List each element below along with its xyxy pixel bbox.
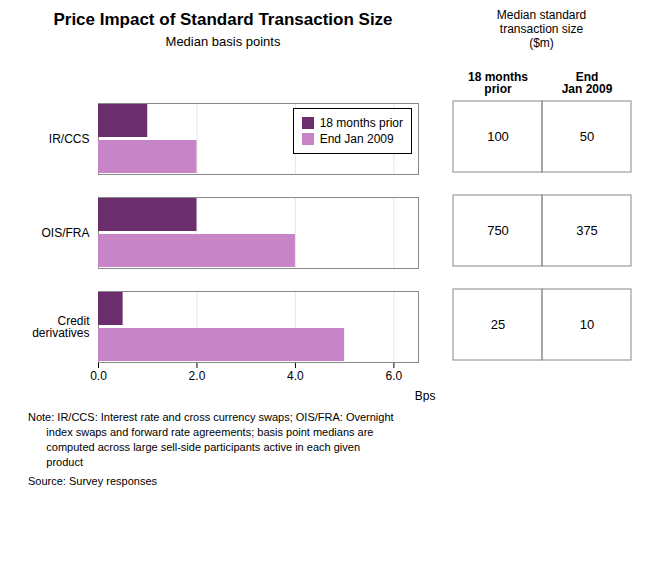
html-text:Price Impact of Standard Trans: Price Impact of Standard Transaction Siz… bbox=[53, 10, 393, 29]
svg-text:6.0: 6.0 bbox=[386, 369, 403, 383]
svg-text:IR/CCS: IR/CCS bbox=[49, 132, 90, 146]
svg-text:EndJan 2009: EndJan 2009 bbox=[562, 70, 613, 96]
svg-text:2.0: 2.0 bbox=[189, 369, 206, 383]
html-text:End Jan 2009: End Jan 2009 bbox=[319, 132, 394, 146]
svg-text:25: 25 bbox=[491, 317, 505, 332]
html-text:product: product bbox=[28, 456, 83, 468]
svg-text:4.0: 4.0 bbox=[287, 369, 304, 383]
html-text:index swaps and forward rate a: index swaps and forward rate agreements;… bbox=[28, 426, 374, 438]
html-text:computed across large sell-sid: computed across large sell-side particip… bbox=[28, 441, 360, 453]
svg-text:0.0: 0.0 bbox=[90, 369, 107, 383]
svg-text:50: 50 bbox=[580, 129, 594, 144]
html-text:Median standard transaction si: Median standard transaction size ($m) bbox=[496, 8, 587, 50]
svg-text:10: 10 bbox=[580, 317, 594, 332]
html-text:Median basis points: Median basis points bbox=[165, 34, 281, 49]
html-text:18 months prior: 18 months prior bbox=[319, 116, 403, 130]
svg-text:Creditderivatives: Creditderivatives bbox=[32, 314, 90, 340]
svg-text:18 monthsprior: 18 monthsprior bbox=[468, 70, 528, 96]
svg-text:Bps: Bps bbox=[415, 389, 436, 403]
svg-text:100: 100 bbox=[487, 129, 509, 144]
svg-text:750: 750 bbox=[487, 223, 509, 238]
svg-text:375: 375 bbox=[576, 223, 598, 238]
html-text:Note: IR/CCS: Interest rate an: Note: IR/CCS: Interest rate and cross cu… bbox=[28, 411, 394, 423]
svg-text:OIS/FRA: OIS/FRA bbox=[41, 226, 89, 240]
html-text:Source: Survey responses: Source: Survey responses bbox=[28, 475, 157, 487]
